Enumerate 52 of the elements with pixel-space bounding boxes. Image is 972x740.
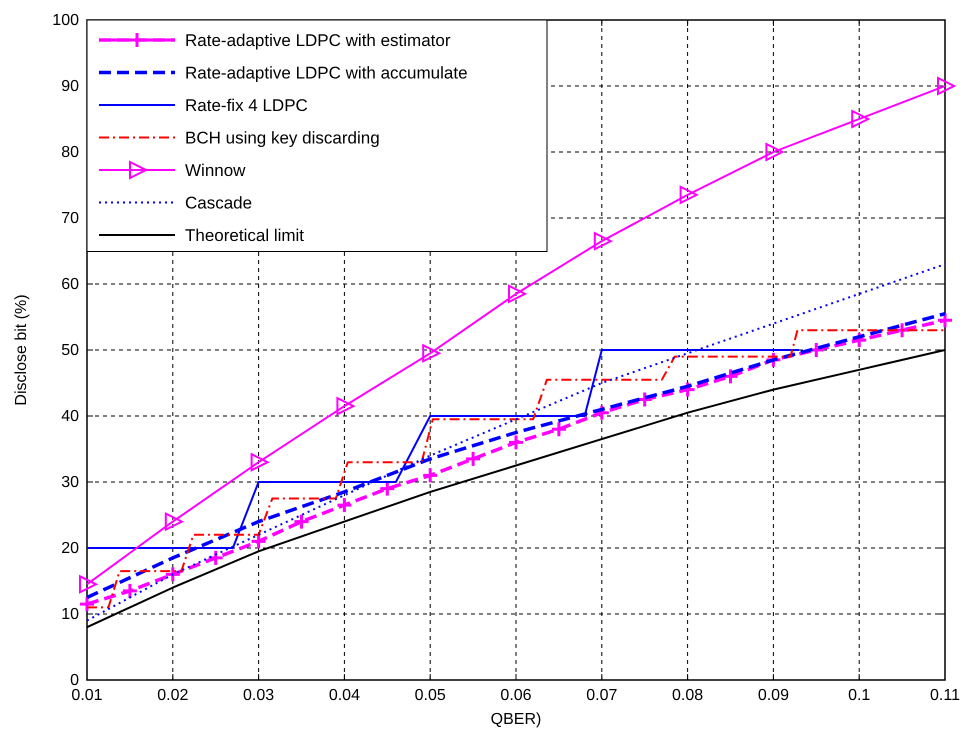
x-axis-title: QBER) (490, 711, 542, 728)
x-tick-label: 0.05 (414, 687, 446, 704)
point (464, 450, 482, 468)
point (79, 575, 97, 594)
y-tick-label: 70 (61, 210, 80, 227)
x-tick-label: 0.03 (243, 687, 274, 704)
point (164, 512, 183, 531)
point (851, 110, 870, 128)
x-tick-label: 0.1 (848, 687, 870, 704)
point (508, 434, 524, 451)
point (765, 143, 784, 161)
legend-label: BCH using key discarding (185, 128, 380, 148)
legend-label: Rate-adaptive LDPC with estimator (185, 31, 451, 50)
y-tick-label: 80 (61, 144, 80, 161)
point (422, 466, 439, 484)
x-tick-label: 0.02 (157, 687, 188, 704)
x-tick-label: 0.04 (328, 687, 360, 704)
legend-label: Rate-fix 4 LDPC (185, 96, 308, 115)
y-axis-title: Disclose bit (%) (13, 294, 30, 406)
x-tick-label: 0.11 (930, 687, 960, 704)
point (680, 186, 698, 204)
point (594, 232, 612, 250)
x-tick-label: 0.07 (586, 687, 618, 704)
x-tick-label: 0.09 (758, 687, 790, 704)
y-tick-label: 60 (61, 276, 80, 293)
point (508, 284, 526, 303)
point (937, 77, 955, 95)
point (250, 453, 269, 472)
point (336, 397, 354, 416)
legend-label: Rate-adaptive LDPC with accumulate (185, 64, 468, 82)
y-tick-label: 0 (70, 672, 80, 689)
legend-label: Cascade (185, 194, 252, 212)
point (422, 344, 440, 362)
y-tick-label: 50 (61, 342, 80, 359)
line-series (86, 263, 946, 622)
point (936, 312, 954, 329)
point (550, 420, 568, 438)
legend-label: Theoretical limit (185, 226, 304, 245)
y-tick-label: 100 (52, 12, 80, 29)
legend-label: Winnow (185, 161, 246, 180)
y-tick-label: 20 (61, 540, 80, 557)
y-tick-label: 90 (61, 78, 80, 95)
x-tick-label: 0.01 (71, 687, 103, 704)
point (207, 549, 224, 566)
point (121, 582, 138, 600)
x-tick-label: 0.08 (672, 687, 704, 704)
x-tick-label: 0.06 (500, 687, 532, 704)
point (336, 496, 353, 514)
y-tick-label: 10 (61, 606, 80, 623)
point (293, 513, 310, 530)
y-tick-label: 30 (61, 474, 80, 491)
y-tick-label: 40 (61, 408, 80, 425)
